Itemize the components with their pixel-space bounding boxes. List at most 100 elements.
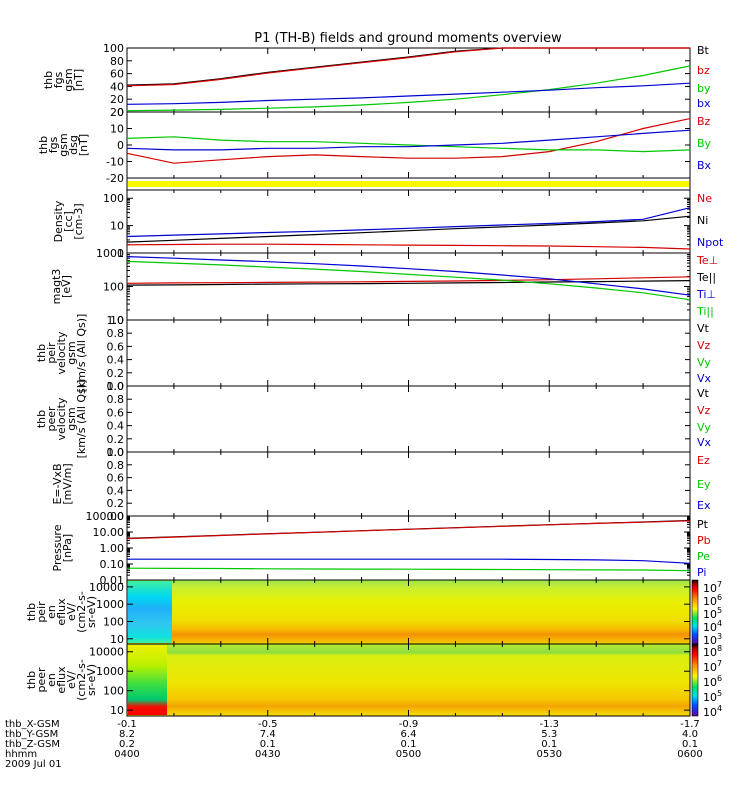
x-row-label: hhmm xyxy=(5,749,37,760)
x-ticks xyxy=(126,516,691,580)
y-tick-label: 80 xyxy=(110,55,124,68)
x-row-value: 5.3 xyxy=(541,729,557,740)
x-row-label: thb_Y-GSM xyxy=(5,729,58,740)
y-tick-label: 0.6 xyxy=(107,472,125,485)
y-tick-label: 10 xyxy=(110,220,124,233)
series-Npot xyxy=(126,207,691,238)
y-tick-label: -20 xyxy=(106,172,124,185)
legend: Ez Ey Ex xyxy=(697,454,711,512)
y-axis-label-line: en xyxy=(45,605,58,619)
y-tick-label: 10 xyxy=(110,314,124,327)
y-axis-label-line: [nPa] xyxy=(61,534,74,562)
y-tick-label: 0.0 xyxy=(107,446,125,459)
x-axis-labels: thb_X-GSM -0.1 -0.5 -0.9 -1.3 -1.7 thb_Y-GSM 8.… xyxy=(5,719,703,770)
y-axis-label-line: gsm xyxy=(65,407,78,430)
legend-entry: Te⊥ xyxy=(696,254,718,267)
x-row-value: 0400 xyxy=(114,749,139,760)
y-axis-label: Pressure[nPa] xyxy=(51,524,74,571)
legend: Bt bz by bx xyxy=(697,44,711,110)
legend-entry: Vz xyxy=(697,339,711,352)
legend-entry: Te|| xyxy=(696,271,716,284)
colorbar-scale xyxy=(691,579,699,645)
y-ticks: 10000 1000 100 10 xyxy=(89,581,690,646)
y-tick-label: 1.0 xyxy=(107,314,125,327)
legend: Pt Pb Pe Pi xyxy=(697,518,711,579)
legend-entry: Ez xyxy=(697,454,710,467)
y-tick-label: 10 xyxy=(110,123,124,136)
y-axis-label-line: [cc] xyxy=(62,211,75,232)
legend-entry: Pt xyxy=(697,518,709,531)
y-axis-label-line: gsm xyxy=(62,68,75,91)
colorbar-label: 104 xyxy=(703,704,722,719)
y-axis-label-line: eflux xyxy=(55,666,68,694)
y-axis-label-line: peir xyxy=(45,342,58,364)
x-ticks xyxy=(126,48,691,112)
y-ticks: 100 10 1 xyxy=(103,189,690,260)
y-axis-label-line: Pressure xyxy=(51,524,64,571)
legend-entry: Vx xyxy=(697,372,712,385)
spectrogram xyxy=(127,644,690,716)
x-row-value: 0.1 xyxy=(401,739,417,750)
legend-entry: by xyxy=(697,82,711,95)
legend-entry: Vx xyxy=(697,436,712,449)
panel-frame xyxy=(126,319,691,387)
series-bx xyxy=(126,82,691,105)
y-tick-label: 0.01 xyxy=(100,574,125,587)
y-axis-label-line: [nT] xyxy=(72,69,85,91)
y-axis-label-line: (cm2-s- xyxy=(75,659,88,701)
y-axis-label-line: peer xyxy=(45,406,58,432)
y-axis-label-line: thb xyxy=(25,671,38,689)
spectrogram xyxy=(127,580,690,644)
y-axis-label-line: fgs xyxy=(47,136,60,153)
x-row-value: 0.2 xyxy=(119,739,135,750)
y-axis-label-line: gsm xyxy=(65,341,78,364)
y-axis-label-line: eflux xyxy=(55,598,68,626)
legend: Te⊥ Te|| Ti⊥ Ti|| xyxy=(696,254,718,318)
spectrogram-early-interval xyxy=(128,581,172,643)
legend-entry: Ti|| xyxy=(696,305,714,318)
panels: 100806040200thbfgsgsm[nT]Btbzbybx20100-1… xyxy=(25,42,724,719)
y-tick-label: 0.0 xyxy=(107,510,125,523)
x-row-value: 0600 xyxy=(677,749,702,760)
legend-entry: Npot xyxy=(697,236,724,249)
y-tick-label: 0.4 xyxy=(107,484,125,497)
y-tick-label: 100 xyxy=(103,42,124,55)
series-by xyxy=(126,65,691,112)
legend-entry: Bx xyxy=(697,159,712,172)
x-ticks xyxy=(126,386,691,452)
series-Pi xyxy=(127,558,691,564)
y-axis-label-line: velocity xyxy=(55,331,68,374)
y-tick-label: 100 xyxy=(103,615,124,628)
legend-entry: Pi xyxy=(697,566,706,579)
y-tick-label: 40 xyxy=(110,80,124,93)
legend-entry: bz xyxy=(697,64,710,77)
legend-entry: Bt xyxy=(697,44,710,57)
series-Te|| xyxy=(126,280,691,286)
x-row-value: 0500 xyxy=(396,749,421,760)
y-axis-label: Density[cc][cm-3] xyxy=(52,200,85,242)
y-axis-label-line: Density xyxy=(52,200,65,242)
y-tick-label: 0 xyxy=(117,139,124,152)
legend-entry: Pe xyxy=(697,550,710,563)
spectrogram-early-interval xyxy=(128,645,167,715)
series-Ne xyxy=(126,243,691,250)
panel-4: 100 10 1 Density[cc][cm-3] Ne Ni Npot xyxy=(52,189,724,260)
panel-9: 100.00 10.00 1.00 0.10 0.01 Pressure[nPa] Pt Pb… xyxy=(51,510,711,587)
x-row-value: 4.0 xyxy=(682,729,698,740)
y-ticks: 20 10 0 -10 -20 xyxy=(106,106,690,185)
y-axis-label-line: thb xyxy=(37,136,50,154)
x-ticks xyxy=(126,452,691,516)
y-tick-label: 100 xyxy=(103,685,124,698)
y-tick-label: 0.4 xyxy=(107,420,125,433)
x-row-label: thb_Z-GSM xyxy=(5,739,60,750)
y-tick-label: 100 xyxy=(103,281,124,294)
y-tick-label: 0.8 xyxy=(107,327,125,340)
y-axis-label-line: thb xyxy=(42,71,55,89)
y-tick-label: 0.0 xyxy=(107,380,125,393)
legend-entry: bx xyxy=(697,97,711,110)
y-axis-label-line: [km/s (All Qs)] xyxy=(75,314,88,393)
